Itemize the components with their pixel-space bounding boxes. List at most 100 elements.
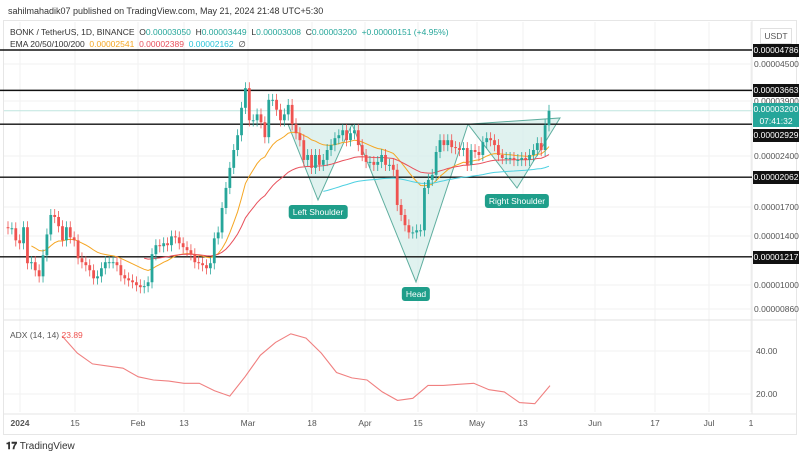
candle-bullish — [543, 125, 547, 151]
time-tick: 15 — [70, 418, 80, 428]
candle-bearish — [18, 240, 22, 244]
candle-bearish — [158, 245, 162, 247]
candle-bullish — [240, 107, 243, 136]
candle-bullish — [380, 154, 384, 162]
candle-bullish — [532, 150, 535, 155]
candle-bearish — [68, 227, 72, 238]
high-label: H — [195, 27, 202, 37]
candle-bearish — [489, 138, 493, 141]
candle-bearish — [57, 216, 60, 227]
candle-bearish — [197, 262, 201, 264]
candle-bearish — [290, 104, 294, 125]
candle-bullish — [244, 88, 247, 108]
candle-bullish — [481, 142, 485, 155]
ema-label[interactable]: EMA 20/50/100/200 — [10, 39, 85, 49]
candle-bullish — [216, 232, 220, 239]
time-tick: May — [468, 418, 486, 428]
ohlc-legend: BONK / TetherUS, 1D, BINANCE O0.00003050… — [10, 27, 449, 37]
published-by-text: sahilmahadik07 published on TradingView.… — [8, 6, 324, 16]
ema200-value: ∅ — [238, 39, 246, 49]
candle-bearish — [298, 133, 302, 141]
candle-bearish — [80, 258, 84, 263]
candle-bearish — [181, 243, 185, 248]
candle-bearish — [201, 263, 205, 266]
candle-bullish — [236, 135, 240, 151]
price-tick: 0.00000860 — [754, 304, 799, 314]
candle-bearish — [127, 278, 131, 281]
level-price-label: 0.00001217 — [753, 250, 799, 264]
brand-name: TradingView — [19, 441, 75, 452]
change-value: +0.00000151 (+4.95%) — [361, 27, 449, 37]
ema20-value: 0.00002541 — [89, 39, 135, 49]
chart-frame — [3, 20, 797, 435]
candle-bearish — [72, 237, 76, 241]
level-price-label: 0.00002062 — [753, 171, 799, 185]
candle-bearish — [524, 157, 528, 160]
ema-legend: EMA 20/50/100/200 0.00002541 0.00002389 … — [10, 39, 246, 50]
candle-bearish — [512, 157, 516, 160]
candle-bullish — [535, 143, 539, 151]
level-price-label: 0.00003663 — [753, 84, 799, 98]
candle-bearish — [76, 240, 80, 259]
candle-bearish — [193, 254, 197, 263]
candle-bullish — [29, 262, 33, 264]
candle-bearish — [477, 151, 481, 155]
candle-bearish — [205, 265, 208, 269]
candle-bearish — [454, 147, 457, 149]
adx-tick: 20.00 — [756, 389, 778, 399]
candle-bullish — [485, 138, 489, 143]
time-tick: 18 — [307, 418, 317, 428]
candle-bullish — [170, 236, 173, 246]
candle-bullish — [22, 227, 25, 244]
head-shape — [351, 123, 469, 284]
candle-bullish — [49, 214, 53, 235]
candle-bullish — [341, 130, 345, 136]
ema50-line — [144, 154, 550, 260]
candle-bullish — [411, 232, 415, 234]
time-tick: Mar — [240, 418, 256, 428]
current-price-label: 0.00003200 07:41:32 — [753, 103, 799, 127]
time-tick: 2024 — [10, 418, 30, 428]
candle-bearish — [497, 145, 500, 155]
symbol-name[interactable]: BONK / TetherUS, 1D, BINANCE — [10, 27, 135, 37]
candle-bearish — [403, 214, 407, 226]
candle-bullish — [228, 167, 232, 188]
candle-bearish — [189, 250, 193, 255]
time-tick: 1 — [748, 418, 754, 428]
candle-bullish — [212, 238, 216, 264]
close-label: C — [305, 27, 312, 37]
tradingview-logo[interactable]: 𝟏𝟕 TradingView — [6, 441, 75, 452]
candle-bearish — [465, 148, 469, 165]
time-tick: 13 — [179, 418, 189, 428]
candle-bullish — [516, 159, 520, 161]
candle-bullish — [142, 286, 146, 288]
candle-bearish — [37, 270, 41, 277]
time-tick: Apr — [358, 418, 372, 428]
time-tick: 15 — [413, 418, 423, 428]
candle-bearish — [442, 140, 446, 146]
candle-bearish — [302, 140, 306, 160]
candle-bullish — [10, 228, 14, 230]
candle-bearish — [539, 143, 543, 151]
candle-bullish — [220, 207, 224, 233]
currency-label[interactable]: USDT — [760, 28, 792, 44]
candle-bearish — [364, 154, 368, 162]
adx-label[interactable]: ADX (14, 14) — [10, 330, 60, 340]
candle-bullish — [520, 157, 524, 160]
candle-bullish — [64, 227, 68, 241]
adx-line — [61, 333, 551, 405]
candle-bullish — [508, 157, 512, 159]
candle-bullish — [96, 276, 99, 279]
time-tick: 17 — [650, 418, 660, 428]
candle-bearish — [131, 280, 134, 283]
candle-bullish — [251, 120, 255, 122]
adx-tick: 40.00 — [756, 346, 778, 356]
candle-bullish — [388, 164, 391, 166]
candle-bullish — [423, 187, 426, 231]
ema100-value: 0.00002162 — [188, 39, 234, 49]
candle-bearish — [279, 109, 282, 121]
level-price-label: 0.00002929 — [753, 129, 799, 142]
candle-countdown: 07:41:32 — [759, 116, 793, 126]
candle-bearish — [493, 140, 496, 146]
